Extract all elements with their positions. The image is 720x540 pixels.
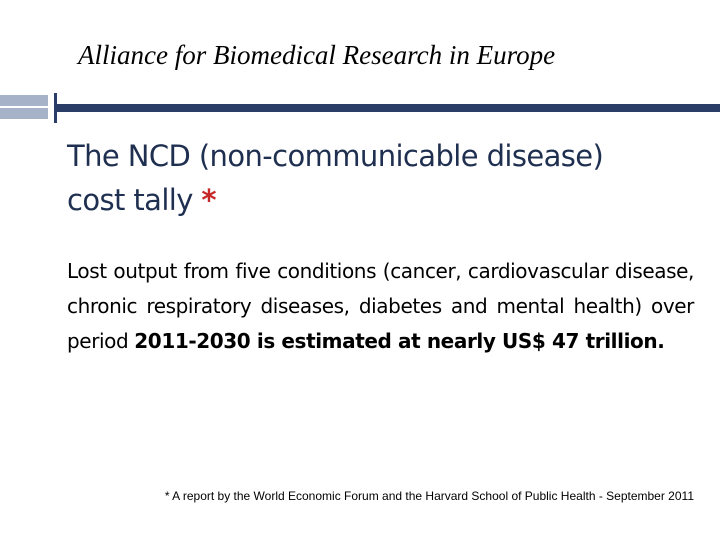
heading-line-2: cost tally: [67, 183, 202, 217]
footnote: * A report by the World Economic Forum a…: [164, 489, 694, 503]
organization-title: Alliance for Biomedical Research in Euro…: [78, 40, 556, 70]
header-bar-block-bottom: [0, 108, 48, 119]
footnote-asterisk: *: [201, 183, 216, 217]
header-divider-bar: [0, 93, 720, 123]
header-bar-blocks: [0, 93, 60, 123]
heading-line-1: The NCD (non-communicable disease): [67, 139, 604, 173]
body-text-bold: 2011-2030 is estimated at nearly US$ 47 …: [134, 329, 665, 353]
header-bar-horizontal-line: [57, 104, 720, 112]
header-bar-vertical-line: [54, 93, 57, 123]
body-paragraph: Lost output from five conditions (cancer…: [67, 254, 694, 359]
body-text-normal: Lost output from five conditions (cancer…: [67, 259, 694, 353]
header-bar-block-top: [0, 95, 48, 106]
slide-heading: The NCD (non-communicable disease) cost …: [67, 134, 707, 222]
